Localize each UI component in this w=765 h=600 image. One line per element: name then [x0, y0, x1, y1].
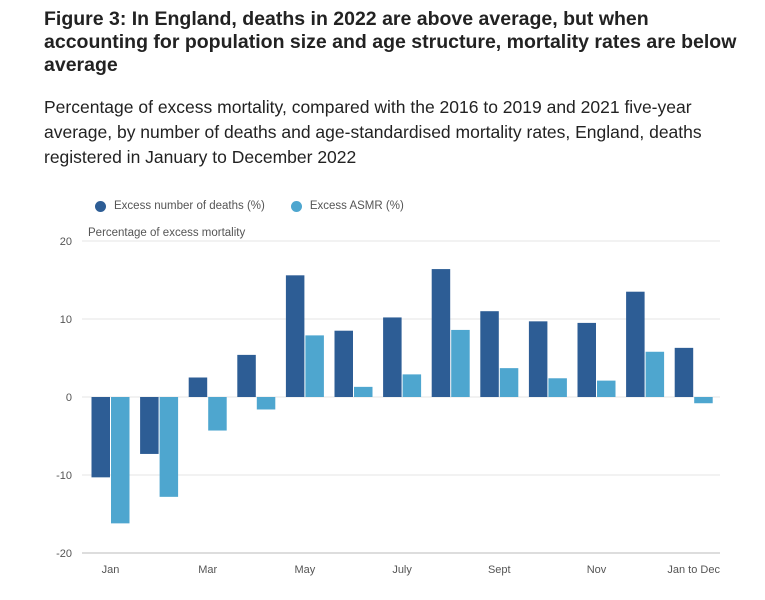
- y-axis-label: Percentage of excess mortality: [88, 227, 246, 239]
- bar-asmr: [451, 329, 470, 397]
- bar-asmr: [354, 386, 373, 397]
- legend-item-deaths[interactable]: Excess number of deaths (%): [95, 200, 265, 212]
- bar-deaths: [480, 311, 499, 397]
- bar-asmr: [256, 397, 276, 410]
- chart-legend: Excess number of deaths (%) Excess ASMR …: [95, 200, 430, 212]
- bar-deaths: [188, 377, 208, 397]
- bar-asmr: [645, 351, 665, 397]
- bar-deaths: [140, 397, 159, 454]
- x-tick-label: Mar: [198, 564, 217, 576]
- x-tick-label: Jan to Dec: [667, 564, 720, 576]
- bar-asmr: [694, 397, 713, 404]
- bar-asmr: [597, 380, 616, 397]
- y-tick-label: 20: [60, 236, 72, 248]
- bar-asmr: [159, 397, 179, 497]
- bar-asmr: [402, 374, 422, 397]
- bar-deaths: [285, 275, 305, 397]
- bar-deaths: [383, 317, 402, 397]
- x-tick-label: July: [392, 564, 412, 576]
- bar-deaths: [237, 354, 256, 397]
- bar-deaths: [91, 397, 110, 478]
- legend-label-deaths: Excess number of deaths (%): [114, 200, 265, 212]
- legend-label-asmr: Excess ASMR (%): [309, 200, 404, 212]
- x-tick-label: May: [295, 564, 316, 576]
- y-tick-label: -10: [56, 470, 72, 482]
- bar-deaths: [431, 269, 451, 397]
- bar-asmr: [499, 368, 519, 397]
- bar-deaths: [626, 291, 645, 397]
- chart-subtitle: Percentage of excess mortality, compared…: [44, 97, 702, 167]
- y-tick-label: -20: [56, 548, 72, 560]
- bar-deaths: [577, 322, 596, 397]
- y-tick-label: 10: [60, 314, 72, 326]
- chart-title: Figure 3: In England, deaths in 2022 are…: [44, 8, 737, 76]
- bar-asmr: [111, 397, 130, 524]
- x-tick-label: Sept: [488, 564, 511, 576]
- x-tick-label: Jan: [102, 564, 120, 576]
- bar-deaths: [528, 321, 548, 397]
- bar-asmr: [548, 378, 567, 397]
- bar-asmr: [305, 335, 324, 397]
- bar-deaths: [334, 330, 353, 397]
- legend-swatch-asmr: [290, 200, 302, 212]
- x-tick-label: Nov: [587, 564, 607, 576]
- legend-swatch-deaths: [95, 200, 106, 212]
- y-tick-label: 0: [66, 392, 72, 404]
- legend-item-asmr[interactable]: Excess ASMR (%): [290, 200, 404, 212]
- bar-asmr: [208, 397, 227, 431]
- bar-deaths: [674, 347, 694, 397]
